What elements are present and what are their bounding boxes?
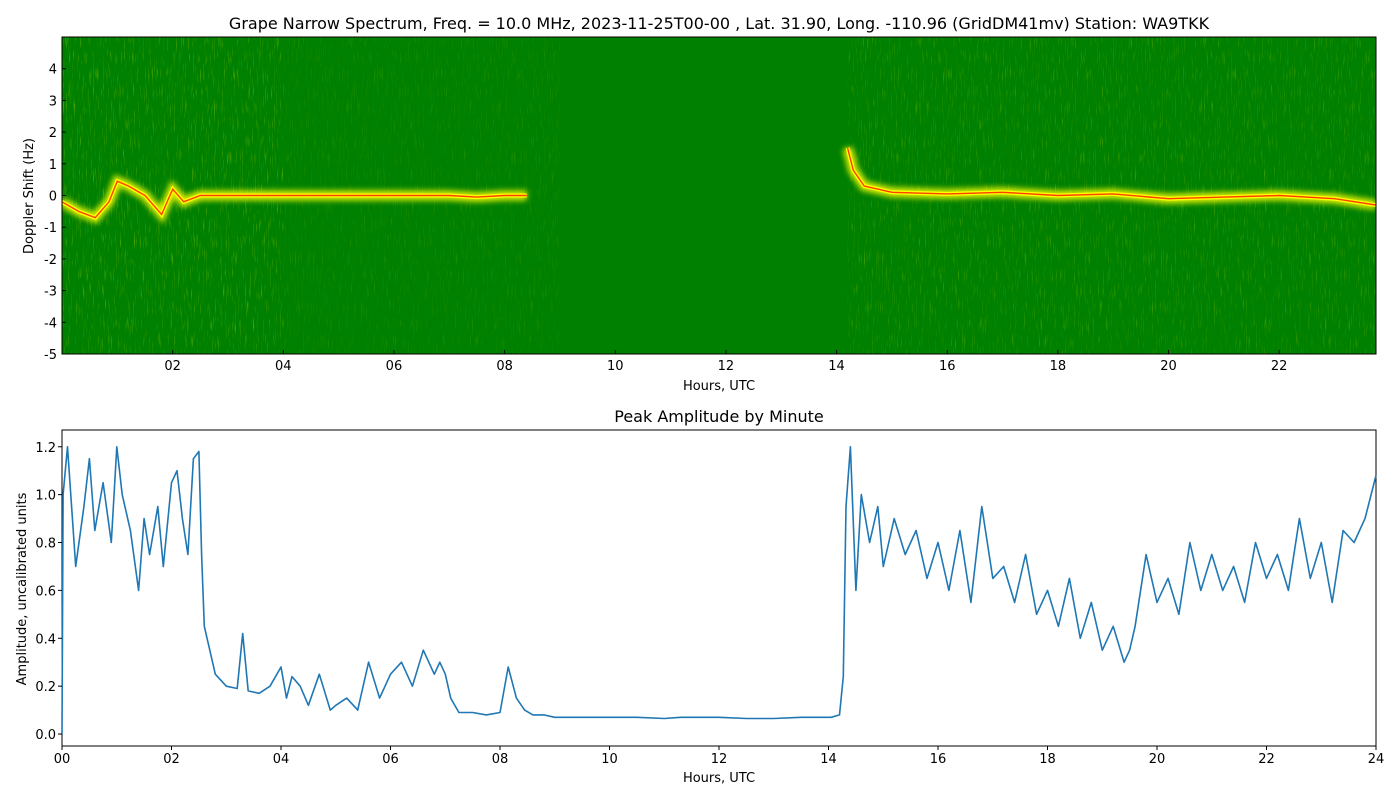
amplitude-x-tick-label: 00 xyxy=(54,752,71,767)
spectrogram-y-tick-label: 3 xyxy=(49,94,57,109)
amplitude-x-tick-label: 24 xyxy=(1368,752,1385,767)
doppler-trace-line xyxy=(846,147,1376,206)
amplitude-title: Peak Amplitude by Minute xyxy=(614,407,824,426)
amplitude-y-label: Amplitude, uncalibrated units xyxy=(15,492,30,685)
spectrogram-title: Grape Narrow Spectrum, Freq. = 10.0 MHz,… xyxy=(229,14,1210,33)
amplitude-x-tick-label: 14 xyxy=(820,752,837,767)
amplitude-x-tick-label: 16 xyxy=(930,752,947,767)
amplitude-y-tick-label: 0.8 xyxy=(35,537,56,552)
spectrogram-y-tick-label: 2 xyxy=(49,126,57,141)
amplitude-y-tick-label: 0.2 xyxy=(35,680,56,695)
spectrogram-y-tick-label: -2 xyxy=(44,253,57,268)
amplitude-y-tick-label: 1.2 xyxy=(35,441,56,456)
spectrogram-y-label: Doppler Shift (Hz) xyxy=(22,138,37,254)
spectrogram-x-tick-label: 22 xyxy=(1271,359,1288,374)
spectrogram-x-ticks: 02 04 06 08 10 12 14 16 18 20 22 xyxy=(164,350,1287,374)
amplitude-y-tick-label: 0.6 xyxy=(35,584,56,599)
amplitude-x-tick-label: 04 xyxy=(273,752,290,767)
doppler-trace-line xyxy=(62,180,527,219)
amplitude-x-ticks: 00 02 04 06 08 10 12 14 16 18 20 22 24 xyxy=(54,746,1385,767)
spectrogram-signal xyxy=(62,146,1376,224)
amplitude-x-tick-label: 12 xyxy=(711,752,728,767)
spectrogram-x-tick-label: 10 xyxy=(607,359,624,374)
amplitude-y-tick-label: 0.0 xyxy=(35,728,56,743)
spectrogram-x-tick-label: 12 xyxy=(718,359,735,374)
spectrogram-y-tick-label: 4 xyxy=(49,63,57,78)
spectrogram-x-tick-label: 18 xyxy=(1050,359,1067,374)
spectrogram-x-tick-label: 04 xyxy=(275,359,292,374)
spectrogram-y-tick-label: -4 xyxy=(44,316,57,331)
amplitude-x-tick-label: 06 xyxy=(382,752,399,767)
amplitude-y-ticks: 0.0 0.2 0.4 0.6 0.8 1.0 1.2 xyxy=(35,441,62,743)
amplitude-x-tick-label: 22 xyxy=(1258,752,1275,767)
spectrogram-y-tick-label: -3 xyxy=(44,285,57,300)
spectrogram-y-tick-label: 0 xyxy=(49,190,57,205)
amplitude-x-tick-label: 02 xyxy=(163,752,180,767)
spectrogram-y-ticks: -5 -4 -3 -2 -1 0 1 2 3 4 xyxy=(44,63,66,363)
spectrogram-y-tick-label: 1 xyxy=(49,158,57,173)
amplitude-x-tick-label: 20 xyxy=(1149,752,1166,767)
spectrogram-panel: Grape Narrow Spectrum, Freq. = 10.0 MHz,… xyxy=(22,14,1377,394)
amplitude-x-tick-label: 10 xyxy=(601,752,618,767)
amplitude-y-tick-label: 0.4 xyxy=(35,632,56,647)
spectrogram-y-tick-label: -5 xyxy=(44,348,57,363)
spectrogram-x-tick-label: 14 xyxy=(828,359,845,374)
spectrogram-x-tick-label: 02 xyxy=(164,359,181,374)
amplitude-x-label: Hours, UTC xyxy=(683,771,755,786)
amplitude-panel: Peak Amplitude by Minute 00 02 04 06 08 10 12 1… xyxy=(15,407,1384,786)
amplitude-x-tick-label: 18 xyxy=(1039,752,1056,767)
amplitude-x-tick-label: 08 xyxy=(492,752,509,767)
amplitude-frame xyxy=(61,429,1377,747)
spectrogram-x-tick-label: 06 xyxy=(386,359,403,374)
amplitude-y-tick-label: 1.0 xyxy=(35,489,56,504)
spectrogram-x-tick-label: 16 xyxy=(939,359,956,374)
spectrogram-x-label: Hours, UTC xyxy=(683,379,755,394)
amplitude-series-line xyxy=(61,446,1377,735)
spectrogram-x-tick-label: 08 xyxy=(496,359,513,374)
spectrogram-x-tick-label: 20 xyxy=(1160,359,1177,374)
spectrogram-y-tick-label: -1 xyxy=(44,221,57,236)
